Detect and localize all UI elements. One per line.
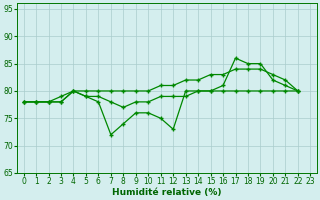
X-axis label: Humidité relative (%): Humidité relative (%) xyxy=(112,188,222,197)
